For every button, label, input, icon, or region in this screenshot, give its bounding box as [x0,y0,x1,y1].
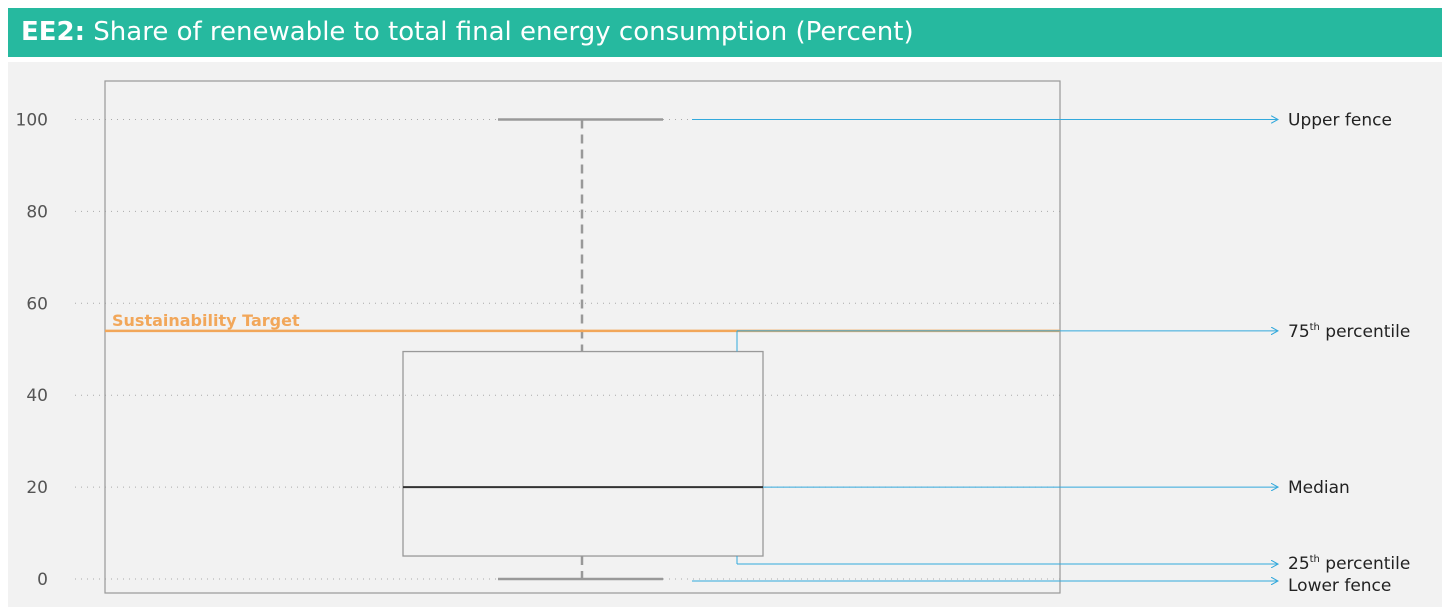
plot-frame [104,80,1061,594]
iqr-box [402,350,764,557]
sustainability-target-label: Sustainability Target [112,311,300,330]
y-tick-label-40: 40 [26,386,48,406]
annotation-label-q1: 25th percentile [1288,554,1410,574]
box-plot-chart: Sustainability Target Upper fence 75th pe… [16,80,1410,596]
chart-title-text: Share of renewable to total final energy… [93,17,914,47]
y-tick-label-60: 60 [26,294,48,314]
annotation-label-median: Median [1288,478,1350,498]
chart-area: Sustainability Target Upper fence 75th pe… [8,62,1442,607]
y-tick-label-80: 80 [26,202,48,222]
y-tick-label-20: 20 [26,478,48,498]
annotation-label-upper: Upper fence [1288,111,1392,131]
chart-title: EE2: Share of renewable to total final e… [8,8,1442,57]
annotation-label-q3: 75th percentile [1288,322,1410,342]
chart-title-code: EE2: [21,17,86,47]
y-tick-label-100: 100 [16,111,48,131]
y-tick-label-0: 0 [37,570,48,590]
annotation-label-lower: Lower fence [1288,576,1391,596]
